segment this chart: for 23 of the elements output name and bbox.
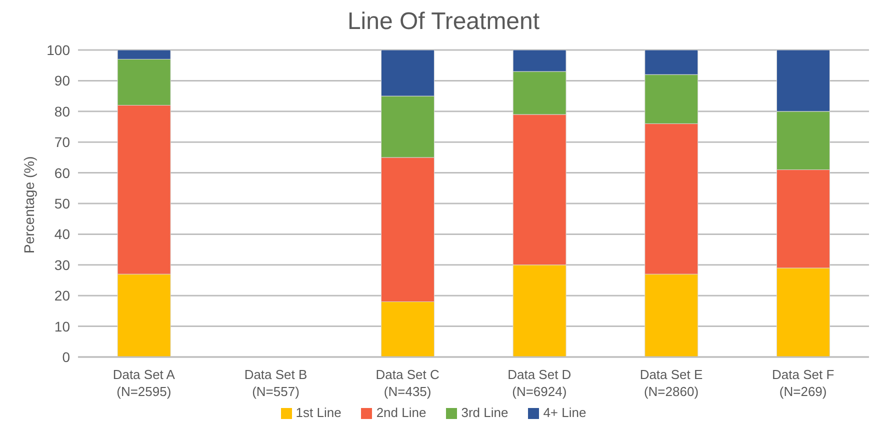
x-tick-label: Data Set C (N=435): [376, 367, 440, 399]
y-tick-label: 30: [54, 256, 70, 273]
legend-label: 2nd Line: [376, 405, 426, 420]
y-tick-label: 80: [54, 103, 70, 120]
y-tick-label: 90: [54, 72, 70, 89]
y-tick-label: 0: [62, 348, 70, 365]
legend-label: 4+ Line: [543, 405, 586, 420]
x-tick-label: Data Set E (N=2860): [640, 367, 704, 399]
legend-label: 3rd Line: [461, 405, 508, 420]
y-tick-label: 100: [46, 42, 70, 58]
y-tick-label: 60: [54, 164, 70, 181]
x-tick-label: Data Set B (N=557): [244, 367, 308, 399]
y-tick-label: 50: [54, 195, 70, 212]
x-tick-label: Data Set D (N=6924): [508, 367, 572, 399]
y-tick-label: 40: [54, 226, 70, 242]
chart-title: Line Of Treatment: [346, 8, 541, 37]
y-tick-label: 10: [54, 318, 70, 334]
y-tick-label: 20: [54, 288, 70, 304]
y-tick-label: 70: [54, 134, 70, 150]
legend-label: 1st Line: [296, 405, 342, 420]
y-axis-title: Percentage (%): [20, 156, 37, 254]
x-tick-label: Data Set A (N=2595): [112, 367, 176, 399]
x-tick-label: Data Set F (N=269): [772, 367, 834, 399]
